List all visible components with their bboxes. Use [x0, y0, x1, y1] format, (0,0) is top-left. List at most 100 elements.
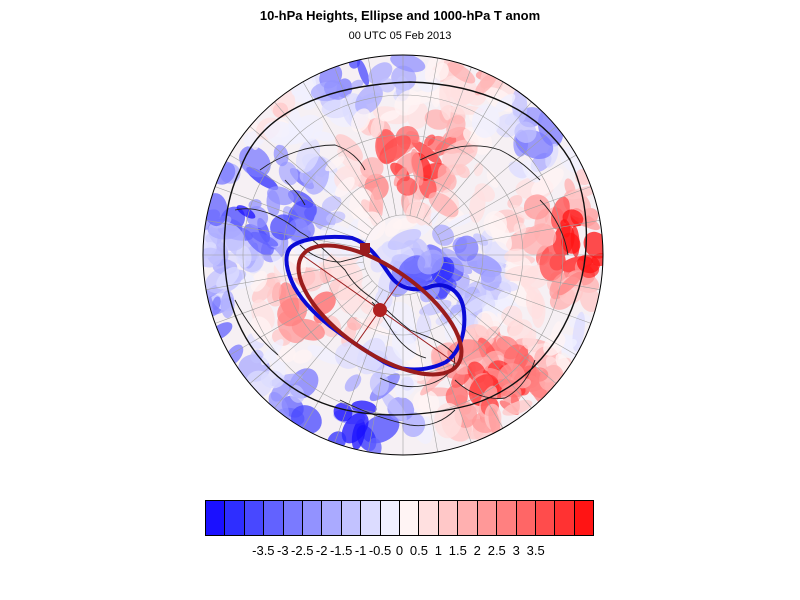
anomaly-patch [381, 391, 407, 422]
anomaly-patch [286, 217, 315, 243]
anomaly-patch [344, 374, 362, 392]
anomaly-patch [260, 370, 285, 389]
meridian-line [442, 220, 601, 249]
anomaly-patch [557, 271, 583, 296]
anomaly-patch [379, 77, 395, 93]
anomaly-patch [357, 59, 370, 86]
anomaly-patch [411, 139, 442, 165]
colorbar-tick-label: 2.5 [487, 543, 506, 558]
anomaly-patch [514, 121, 537, 143]
meridian-line [416, 66, 472, 218]
anomaly-patch [577, 254, 600, 274]
anomaly-patch [473, 233, 489, 246]
colorbar-box [497, 501, 517, 535]
meridian-line [214, 186, 366, 242]
colorbar-box [477, 501, 498, 535]
temperature-anomaly-field [203, 55, 603, 455]
colorbar-box [283, 501, 304, 535]
meridian-line [214, 268, 366, 324]
anomaly-patch [330, 250, 362, 276]
meridian-line [428, 285, 532, 409]
colorbar-tick-label: 3 [512, 543, 520, 558]
colorbar-box [516, 501, 536, 535]
anomaly-patch [261, 339, 284, 366]
anomaly-patch [473, 162, 484, 177]
colorbar-box [555, 501, 575, 535]
colorbar-box [244, 501, 265, 535]
meridian-line [422, 81, 504, 221]
globe-border [202, 54, 604, 456]
anomaly-patch [539, 244, 566, 281]
anomaly-patch [486, 326, 500, 337]
anomaly-patch [272, 282, 282, 302]
anomaly-patch [393, 167, 408, 187]
anomaly-patch [434, 136, 457, 156]
meridian-line [205, 261, 364, 290]
anomaly-patch [445, 384, 468, 409]
meridian-line [368, 294, 397, 453]
anomaly-patch [357, 211, 386, 241]
map-subtitle: 00 UTC 05 Feb 2013 [348, 30, 452, 42]
anomaly-patch [419, 299, 452, 316]
anomaly-patch [446, 115, 466, 138]
anomaly-patch [562, 209, 584, 227]
anomaly-patch [379, 110, 401, 122]
anomaly-patch [561, 232, 581, 254]
anomaly-patch [273, 144, 289, 167]
anomaly-patch [530, 167, 564, 197]
meridian-line [302, 81, 384, 221]
meridian-line [409, 57, 438, 216]
anomaly-patch [461, 294, 492, 315]
anomaly-patch [278, 161, 299, 186]
anomaly-patch [334, 176, 355, 198]
meridian-line [416, 292, 472, 444]
colorbar-box [341, 501, 362, 535]
meridian-line [249, 280, 373, 384]
anomaly-patch [351, 400, 377, 415]
colorbar-tick-label: -3 [277, 543, 289, 558]
anomaly-patch [565, 185, 600, 200]
anomaly-patch [488, 407, 501, 437]
colorbar-box [206, 501, 226, 535]
meridian-line [249, 126, 373, 230]
anomaly-patch [434, 62, 449, 81]
anomaly-patch [486, 170, 499, 188]
anomaly-patch [511, 88, 528, 123]
anomaly-patch [432, 224, 455, 246]
colorbar-box [574, 501, 594, 535]
vortex-ellipse [296, 243, 464, 377]
meridian-line [229, 154, 369, 236]
anomaly-patch [447, 62, 476, 84]
anomaly-patch [361, 313, 385, 330]
anomaly-patch [355, 84, 383, 115]
anomaly-patch [501, 305, 523, 327]
anomaly-patch [507, 195, 523, 209]
colorbar-box [361, 501, 381, 535]
anomaly-patch [250, 231, 279, 247]
anomaly-patch [405, 200, 425, 224]
meridian-line [437, 154, 577, 236]
colorbar-box [438, 501, 459, 535]
anomaly-patch [437, 164, 452, 191]
meridian-line [428, 101, 532, 225]
anomaly-patch [307, 344, 341, 365]
anomaly-patch [495, 113, 521, 138]
anomaly-patch [267, 186, 294, 206]
anomaly-patch [488, 214, 512, 251]
anomaly-patch [289, 384, 305, 403]
colorbar-box [264, 501, 284, 535]
colorbar-tick-label: -3.5 [252, 543, 275, 558]
ellipse-end-marker [360, 243, 370, 253]
colorbar-box [535, 501, 556, 535]
meridian-line [437, 274, 577, 356]
anomaly-patch [497, 363, 526, 392]
anomaly-patch [288, 108, 302, 144]
meridian-line [442, 261, 601, 290]
anomaly-patch [370, 115, 385, 138]
colorbar-tick-label: -2 [315, 543, 328, 558]
anomaly-patch [369, 371, 389, 396]
colorbar-tick-label: 0 [395, 543, 404, 558]
anomaly-patch [360, 157, 384, 180]
colorbar-tick-label: -1 [354, 543, 367, 558]
meridian-line [368, 57, 397, 216]
